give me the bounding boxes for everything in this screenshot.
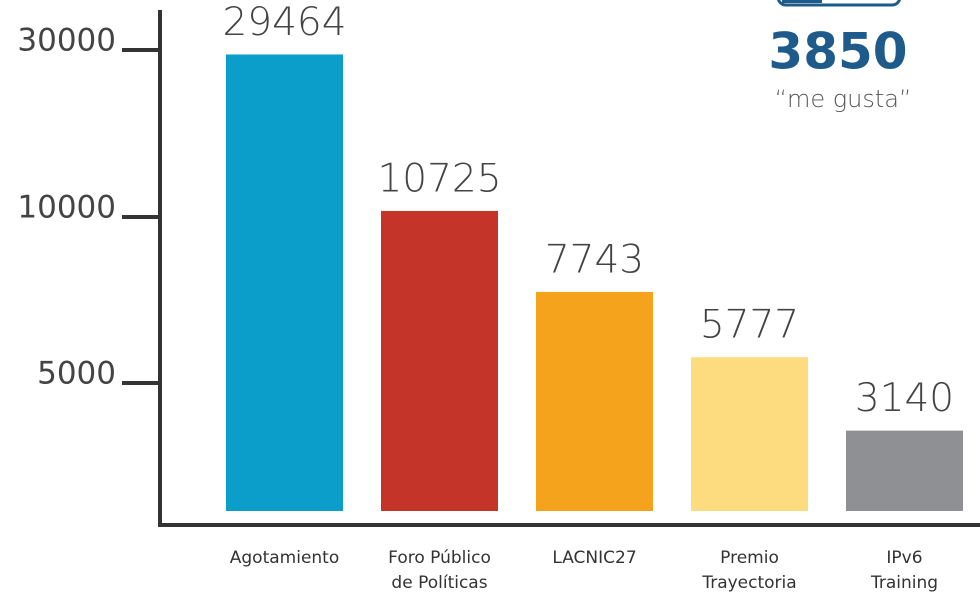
x-tick-label: Agotamiento xyxy=(230,548,340,568)
value-label: 5777 xyxy=(700,303,799,348)
y-tick-label: 10000 xyxy=(17,190,116,226)
value-label: 10725 xyxy=(377,156,501,201)
like-icon-part xyxy=(782,0,822,3)
x-tick-label: de Políticas xyxy=(391,573,487,593)
y-tick-label: 5000 xyxy=(37,356,116,392)
bar xyxy=(226,54,343,512)
value-label: 7743 xyxy=(545,237,644,282)
bar xyxy=(381,210,498,512)
value-label: 29464 xyxy=(222,0,346,45)
x-tick-label: IPv6 xyxy=(886,548,922,568)
bar xyxy=(846,430,963,511)
bar xyxy=(691,357,808,511)
annotation-value: 3850 xyxy=(768,23,907,81)
annotation-text: “me gusta” xyxy=(775,85,912,113)
x-tick-label: Training xyxy=(870,573,938,593)
x-tick-label: Premio xyxy=(720,548,779,568)
y-tick-label: 30000 xyxy=(17,23,116,59)
x-tick-label: Foro Público xyxy=(388,548,491,568)
bar xyxy=(536,291,653,511)
x-tick-label: Trayectoria xyxy=(701,573,796,593)
x-tick-label: LACNIC27 xyxy=(552,548,636,568)
value-label: 3140 xyxy=(855,376,954,421)
